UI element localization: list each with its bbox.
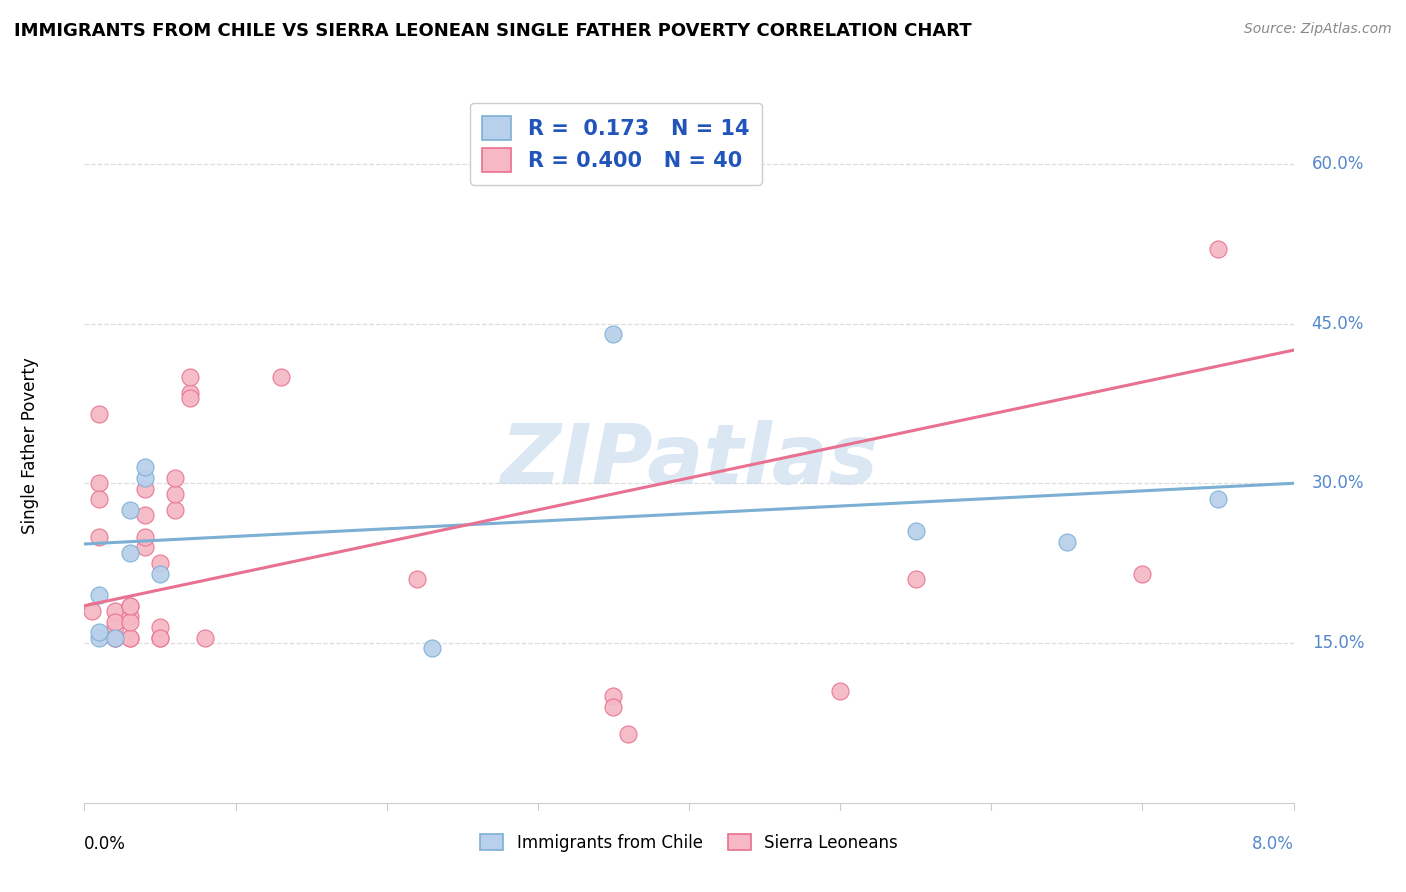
Point [904, 524, 927, 539]
Point [118, 615, 141, 629]
Point [80, 604, 103, 618]
Point [149, 631, 172, 645]
Point [89, 631, 111, 645]
Point [617, 726, 640, 740]
Point [165, 471, 187, 485]
Point [165, 487, 187, 501]
Point [89, 625, 111, 640]
Point [89, 476, 111, 491]
Point [406, 572, 429, 586]
Point [89, 588, 111, 602]
Point [1056, 534, 1078, 549]
Point [134, 529, 156, 543]
Point [118, 599, 141, 613]
Text: Source: ZipAtlas.com: Source: ZipAtlas.com [1244, 22, 1392, 37]
Text: 15.0%: 15.0% [1312, 634, 1364, 652]
Point [179, 385, 201, 400]
Point [118, 609, 141, 624]
Text: ZIPatlas: ZIPatlas [501, 420, 877, 500]
Point [420, 641, 443, 656]
Point [118, 545, 141, 559]
Point [149, 631, 172, 645]
Point [179, 391, 201, 405]
Point [104, 615, 127, 629]
Text: 45.0%: 45.0% [1312, 315, 1364, 333]
Point [104, 604, 127, 618]
Point [149, 556, 172, 570]
Point [134, 471, 156, 485]
Text: 0.0%: 0.0% [84, 835, 127, 853]
Legend: Immigrants from Chile, Sierra Leoneans: Immigrants from Chile, Sierra Leoneans [474, 828, 904, 859]
Point [89, 529, 111, 543]
Text: IMMIGRANTS FROM CHILE VS SIERRA LEONEAN SINGLE FATHER POVERTY CORRELATION CHART: IMMIGRANTS FROM CHILE VS SIERRA LEONEAN … [14, 22, 972, 40]
Point [149, 620, 172, 634]
Point [118, 599, 141, 613]
Text: 60.0%: 60.0% [1312, 154, 1364, 173]
Text: Single Father Poverty: Single Father Poverty [21, 358, 39, 534]
Point [104, 631, 127, 645]
Text: 30.0%: 30.0% [1312, 475, 1364, 492]
Point [1206, 492, 1229, 507]
Point [134, 540, 156, 554]
Point [104, 631, 127, 645]
Point [104, 631, 127, 645]
Point [118, 631, 141, 645]
Point [830, 684, 852, 698]
Point [149, 566, 172, 581]
Point [602, 327, 624, 342]
Point [270, 369, 292, 384]
Point [602, 690, 624, 704]
Point [89, 492, 111, 507]
Point [179, 369, 201, 384]
Point [134, 482, 156, 496]
Point [194, 631, 217, 645]
Point [118, 631, 141, 645]
Point [1132, 566, 1154, 581]
Point [89, 407, 111, 421]
Point [118, 503, 141, 517]
Text: 8.0%: 8.0% [1251, 835, 1294, 853]
Point [1206, 242, 1229, 256]
Point [602, 700, 624, 714]
Point [104, 620, 127, 634]
Point [904, 572, 927, 586]
Point [165, 503, 187, 517]
Point [134, 508, 156, 523]
Point [134, 460, 156, 475]
